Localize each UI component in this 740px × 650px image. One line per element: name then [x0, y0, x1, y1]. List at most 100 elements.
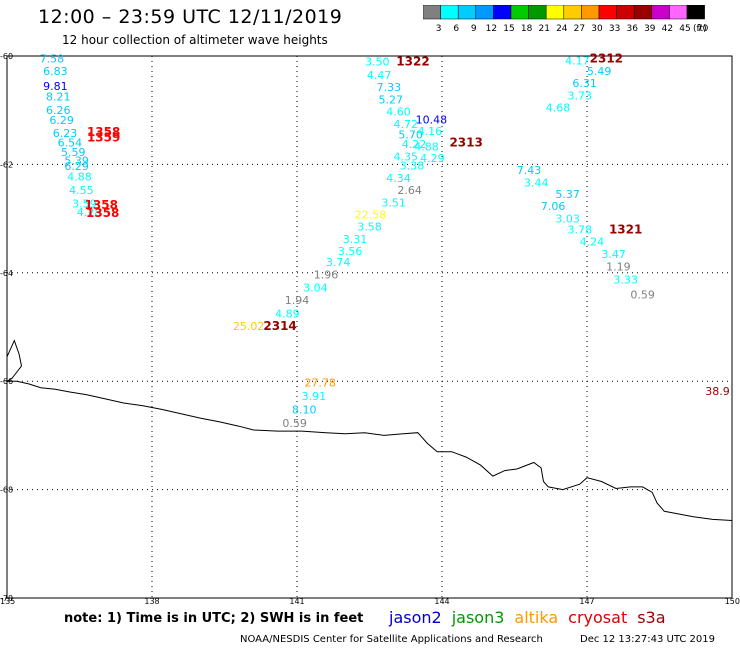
- wave-height-colorbar: 3 6 9 12 15 18 21 24 27 30 33 36 39 42 45 70(ft): [423, 5, 709, 34]
- wave-height-value: 8.10: [292, 403, 317, 416]
- wave-height-value: 27.78: [304, 376, 336, 389]
- wave-height-value: 5.27: [379, 93, 404, 106]
- pass-time-label: 1358: [86, 206, 119, 220]
- wave-height-value: 3.04: [303, 281, 328, 294]
- wave-height-value: 7.33: [377, 81, 402, 94]
- wave-height-value: 5.59: [61, 146, 86, 159]
- wave-height-value: 3.33: [613, 273, 638, 286]
- wave-height-value: 4.24: [580, 235, 605, 248]
- colorbar-label: 21: [538, 24, 549, 34]
- colorbar-label: 30: [591, 24, 603, 34]
- colorbar-unit: (ft): [693, 24, 707, 34]
- wave-height-value: 4.89: [275, 307, 300, 320]
- colorbar-label: 15: [503, 24, 514, 34]
- altimeter-map: 135 138 141 144 147 150-60-62-64-66-68-707.58…: [0, 52, 740, 606]
- wave-height-value: 25.02: [233, 320, 265, 333]
- legend-entry-s3a: s3a: [637, 608, 666, 627]
- wave-height-value: 6.29: [49, 114, 74, 127]
- colorbar-label: 6: [453, 24, 459, 34]
- wave-height-value: 5.39: [64, 155, 89, 168]
- colorbar-swatch: [686, 5, 705, 20]
- legend-entry-altika: altika: [514, 608, 559, 627]
- map-frame: [6, 55, 733, 599]
- pass-time-label: 1321: [609, 222, 642, 236]
- wave-height-value: 3.38: [400, 159, 425, 172]
- wave-height-value: 4.68: [546, 101, 571, 114]
- wave-height-value: 4.88: [414, 141, 439, 154]
- wave-height-value: 3.31: [343, 233, 368, 246]
- wave-height-value: 3.59: [72, 197, 97, 210]
- colorbar-label: 9: [471, 24, 477, 34]
- wave-height-value: 7.06: [541, 200, 566, 213]
- colorbar-label: 18: [521, 24, 533, 34]
- wave-height-value: 8.21: [46, 91, 71, 104]
- wave-height-value: 4.34: [386, 172, 411, 185]
- wave-height-value: 6.83: [43, 65, 68, 78]
- lat-tick-label: -68: [0, 486, 13, 495]
- credit-line: NOAA/NESDIS Center for Satellite Applica…: [240, 634, 543, 645]
- wave-height-value: 4.29: [420, 152, 445, 165]
- wave-height-value: 6.26: [46, 104, 71, 117]
- wave-height-value: 22.58: [355, 208, 387, 221]
- lon-tick-label: 135: [0, 597, 15, 606]
- wave-height-value: 3.44: [524, 176, 549, 189]
- coastline: [5, 339, 733, 521]
- wave-height-value: 3.78: [568, 223, 593, 236]
- map-title: 12:00 – 23:59 UTC 12/11/2019: [38, 6, 343, 28]
- colorbar-label: 12: [486, 24, 497, 34]
- lon-tick-label: 147: [579, 597, 594, 606]
- lon-tick-label: 144: [434, 597, 449, 606]
- legend-entry-jason3: jason3: [451, 608, 505, 627]
- wave-height-value: 9.81: [43, 80, 68, 93]
- wave-height-value: 4.22: [402, 138, 427, 151]
- wave-height-value: 4.47: [367, 69, 392, 82]
- wave-height-value: 5.70: [398, 129, 423, 142]
- wave-height-value: 1.96: [314, 268, 339, 281]
- colorbar-label: 27: [574, 24, 585, 34]
- pass-time-label: 1359: [87, 130, 120, 144]
- wave-height-value: 1.19: [606, 260, 631, 273]
- wave-height-value: 4.60: [386, 105, 411, 118]
- wave-height-value: 6.31: [572, 77, 597, 90]
- pass-time-label: 1358: [87, 125, 120, 139]
- wave-height-value: 2.64: [397, 184, 422, 197]
- wave-height-value: 4.16: [418, 125, 443, 138]
- lat-tick-label: -60: [0, 52, 13, 61]
- pass-time-label: 1358: [85, 198, 118, 212]
- wave-height-value: 3.50: [365, 55, 390, 68]
- colorbar-label: 70: [697, 24, 709, 34]
- lon-tick-label: 138: [144, 597, 159, 606]
- pass-time-label: 1322: [396, 54, 429, 68]
- legend-entry-jason2: jason2: [389, 608, 442, 627]
- colorbar-label: 45: [679, 24, 690, 34]
- wave-height-value: 38.9: [705, 385, 730, 398]
- wave-height-value: 3.03: [555, 213, 580, 226]
- pass-time-label: 2313: [449, 136, 482, 150]
- wave-height-value: 3.51: [381, 196, 406, 209]
- wave-height-value: 3.74: [326, 256, 351, 269]
- colorbar-label: 33: [609, 24, 620, 34]
- wave-height-value: 3.73: [568, 90, 593, 103]
- lat-tick-label: -70: [0, 594, 13, 603]
- lon-tick-label: 150: [725, 597, 740, 606]
- pass-time-label: 2312: [590, 52, 623, 66]
- wave-height-value: 7.58: [40, 53, 65, 66]
- wave-height-value: 4.55: [69, 184, 94, 197]
- wave-height-value: 4.17: [565, 54, 590, 67]
- lon-tick-label: 141: [289, 597, 304, 606]
- footer-note: note: 1) Time is in UTC; 2) SWH is in fe…: [64, 611, 364, 626]
- wave-height-value: 10.48: [416, 113, 448, 126]
- legend-entry-cryosat: cryosat: [568, 608, 628, 627]
- colorbar-label: 39: [644, 24, 656, 34]
- satellite-legend: jason2 jason3 altika cryosat s3a: [389, 608, 676, 627]
- wave-height-value: 7.43: [517, 164, 542, 177]
- wave-height-value: 5.37: [555, 188, 580, 201]
- wave-height-value: 3.91: [302, 390, 327, 403]
- colorbar-label: 3: [436, 24, 442, 34]
- generated-timestamp: Dec 12 13:27:43 UTC 2019: [580, 634, 715, 645]
- wave-height-value: 3.56: [338, 245, 363, 258]
- wave-height-value: 4.72: [394, 118, 419, 131]
- wave-height-value: 3.58: [357, 221, 382, 234]
- wave-height-value: 6.54: [58, 137, 83, 150]
- colorbar-label: 36: [626, 24, 638, 34]
